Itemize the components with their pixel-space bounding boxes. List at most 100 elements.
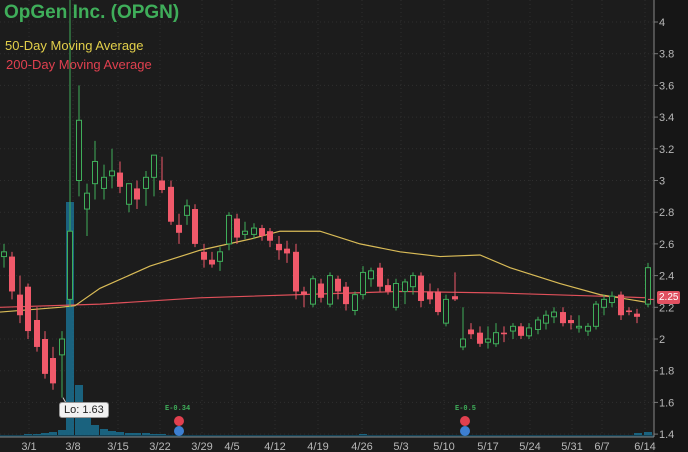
- candle[interactable]: [410, 272, 416, 295]
- candle[interactable]: [568, 315, 574, 330]
- volume-bar: [644, 432, 652, 437]
- candle[interactable]: [242, 221, 248, 240]
- candle[interactable]: [134, 180, 140, 210]
- candle[interactable]: [393, 278, 399, 311]
- candle[interactable]: [201, 243, 207, 268]
- candle[interactable]: [301, 286, 307, 308]
- earnings-label-2: E-0.5: [455, 405, 477, 413]
- volume-baseline: [0, 435, 654, 437]
- y-tick-label: 3: [659, 176, 665, 188]
- candle[interactable]: [510, 323, 516, 339]
- candle[interactable]: [618, 291, 624, 320]
- candle[interactable]: [576, 315, 582, 333]
- candle[interactable]: [25, 283, 31, 339]
- candle[interactable]: [551, 307, 557, 324]
- candle[interactable]: [343, 281, 349, 311]
- candle[interactable]: [42, 331, 48, 379]
- candle[interactable]: [468, 323, 474, 339]
- x-tick-label: 5/10: [433, 441, 454, 452]
- candle[interactable]: [251, 223, 257, 240]
- candle[interactable]: [352, 291, 358, 316]
- ma50-line: [0, 230, 649, 313]
- x-tick-label: 4/26: [351, 441, 372, 452]
- candle[interactable]: [267, 228, 273, 248]
- dividend-info-icon[interactable]: [174, 426, 184, 436]
- candle[interactable]: [560, 307, 566, 327]
- candle[interactable]: [645, 262, 651, 308]
- candle[interactable]: [259, 224, 265, 241]
- candle[interactable]: [360, 266, 366, 300]
- candle[interactable]: [585, 323, 591, 336]
- candle[interactable]: [609, 291, 615, 308]
- legend-200-day-ma: 200-Day Moving Average: [6, 57, 152, 72]
- candle[interactable]: [385, 278, 391, 295]
- y-tick-label: 4: [659, 17, 665, 29]
- candle[interactable]: [176, 213, 182, 244]
- candle[interactable]: [101, 164, 107, 200]
- candle[interactable]: [318, 278, 324, 303]
- candle[interactable]: [443, 294, 449, 327]
- y-tick-label: 1.4: [659, 429, 674, 441]
- candle[interactable]: [634, 308, 640, 324]
- earnings-event-icon[interactable]: [460, 416, 470, 426]
- candle[interactable]: [477, 326, 483, 347]
- candle[interactable]: [17, 275, 23, 324]
- candle[interactable]: [518, 323, 524, 339]
- volume-bar: [66, 202, 74, 437]
- candle[interactable]: [192, 204, 198, 248]
- candle[interactable]: [184, 199, 190, 225]
- candle[interactable]: [327, 272, 333, 308]
- candle[interactable]: [485, 326, 491, 349]
- candle[interactable]: [234, 213, 240, 244]
- candle[interactable]: [226, 212, 232, 251]
- candle[interactable]: [168, 180, 174, 225]
- candle[interactable]: [67, 0, 73, 308]
- candle[interactable]: [50, 346, 56, 390]
- candle[interactable]: [1, 243, 7, 268]
- candle[interactable]: [143, 170, 149, 206]
- candle[interactable]: [418, 272, 424, 308]
- y-tick-label: 3.8: [659, 49, 674, 61]
- candle[interactable]: [335, 275, 341, 300]
- candle[interactable]: [460, 307, 466, 351]
- candle[interactable]: [452, 272, 458, 301]
- candle[interactable]: [310, 275, 316, 308]
- candle[interactable]: [493, 323, 499, 347]
- volume-bar: [108, 431, 116, 437]
- candle[interactable]: [109, 148, 115, 189]
- candle[interactable]: [217, 247, 223, 271]
- candle[interactable]: [284, 240, 290, 263]
- candle[interactable]: [427, 283, 433, 305]
- candle[interactable]: [535, 316, 541, 335]
- candle[interactable]: [626, 307, 632, 316]
- candle[interactable]: [76, 85, 82, 197]
- candle[interactable]: [402, 278, 408, 305]
- candle[interactable]: [84, 183, 90, 236]
- candle[interactable]: [593, 300, 599, 330]
- earnings-event-icon[interactable]: [174, 416, 184, 426]
- candle[interactable]: [34, 307, 40, 352]
- candle[interactable]: [209, 251, 215, 268]
- candle[interactable]: [151, 154, 157, 197]
- dividend-info-icon[interactable]: [460, 426, 470, 436]
- y-tick-label: 1.6: [659, 397, 674, 409]
- candle[interactable]: [117, 161, 123, 194]
- chart-title: OpGen Inc. (OPGN): [4, 2, 180, 23]
- candle[interactable]: [92, 140, 98, 200]
- candle[interactable]: [59, 331, 65, 398]
- candle[interactable]: [377, 262, 383, 292]
- candle[interactable]: [126, 183, 132, 213]
- candle[interactable]: [501, 326, 507, 343]
- candle[interactable]: [526, 323, 532, 339]
- candle[interactable]: [276, 235, 282, 260]
- candle[interactable]: [159, 156, 165, 194]
- candle[interactable]: [293, 243, 299, 300]
- candle[interactable]: [9, 251, 15, 300]
- candle[interactable]: [368, 267, 374, 287]
- candle[interactable]: [601, 294, 607, 316]
- candle[interactable]: [435, 288, 441, 316]
- candle[interactable]: [543, 310, 549, 330]
- x-tick-label: 3/15: [107, 441, 128, 452]
